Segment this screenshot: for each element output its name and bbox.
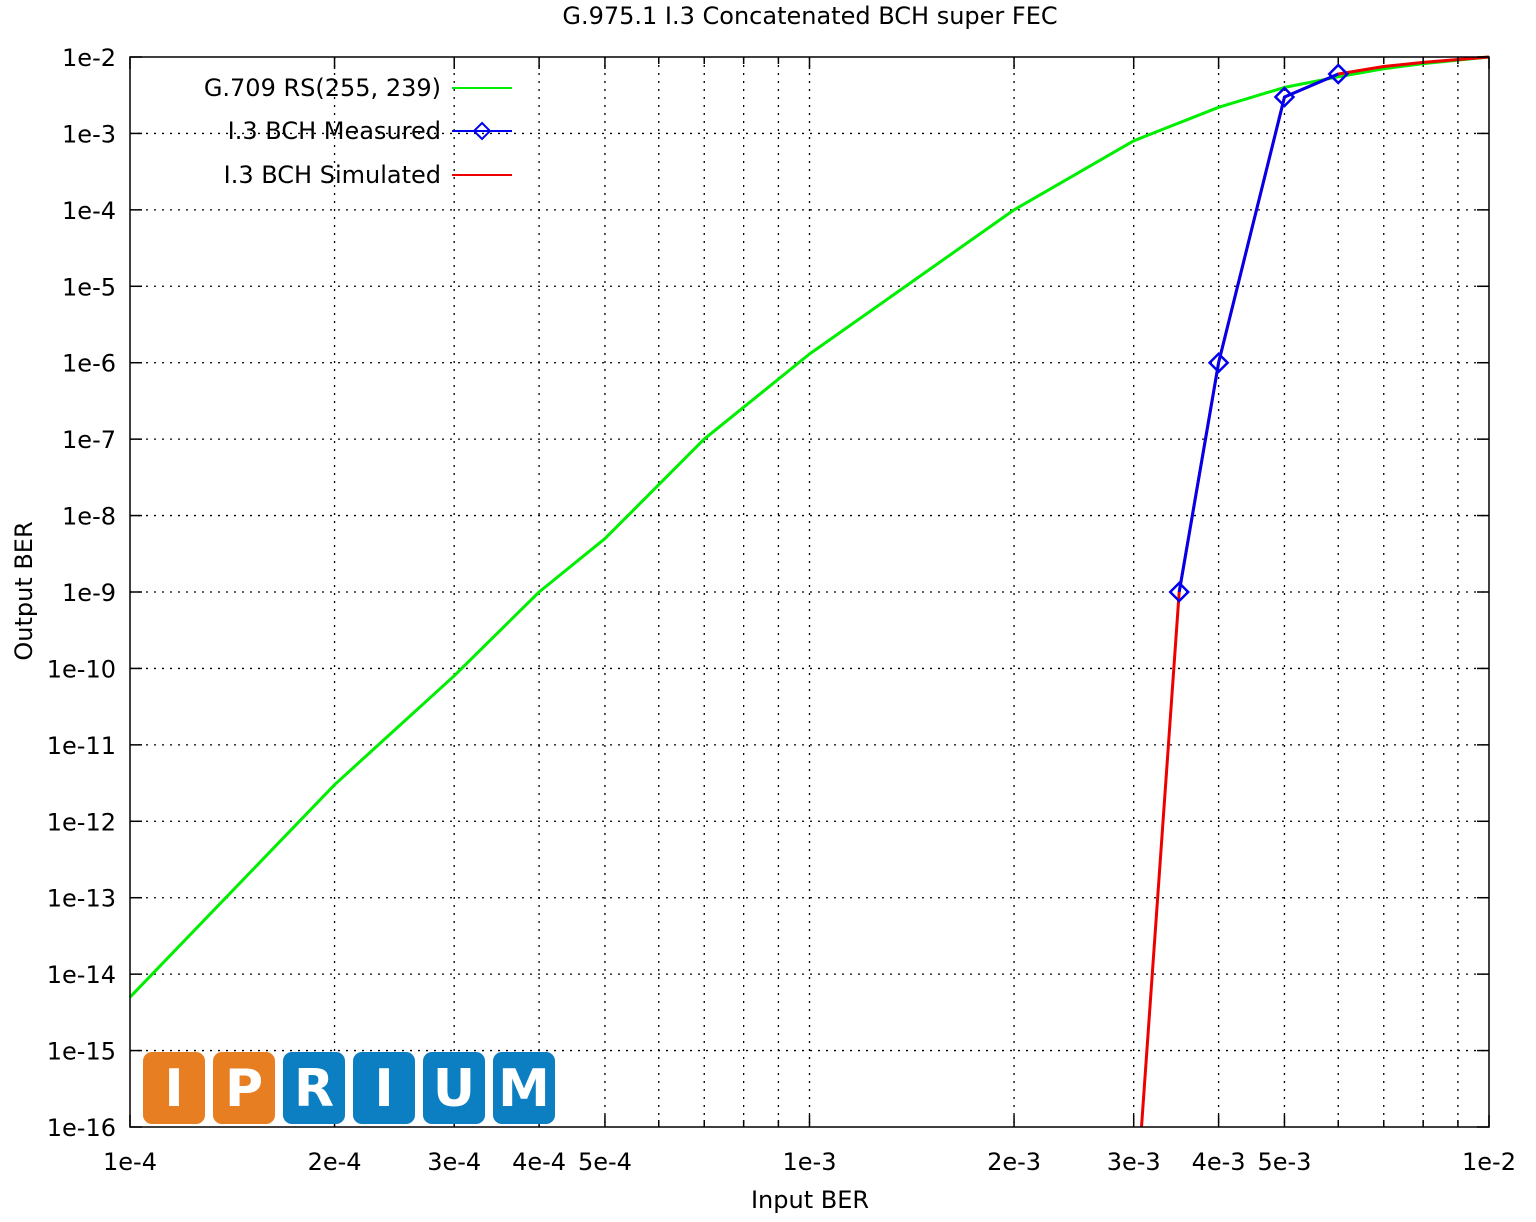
legend-marker <box>472 121 492 141</box>
x-tick-label: 1e-2 <box>1462 1148 1516 1176</box>
y-tick-label: 1e-13 <box>47 885 116 913</box>
logo-tile <box>493 1052 555 1124</box>
y-tick-label: 1e-8 <box>62 503 116 531</box>
x-tick-label: 3e-4 <box>427 1148 481 1176</box>
y-axis-label: Output BER <box>10 521 38 660</box>
y-tick-label: 1e-15 <box>47 1038 116 1066</box>
grid <box>130 57 1489 1127</box>
x-tick-label: 4e-3 <box>1192 1148 1246 1176</box>
y-tick-label: 1e-14 <box>47 961 116 989</box>
y-tick-label: 1e-12 <box>47 808 116 836</box>
chart-title: G.975.1 I.3 Concatenated BCH super FEC <box>562 2 1057 30</box>
x-tick-label: 1e-3 <box>783 1148 837 1176</box>
logo-tile <box>353 1052 415 1124</box>
legend-label: G.709 RS(255, 239) <box>204 74 441 102</box>
x-tick-label: 5e-4 <box>578 1148 632 1176</box>
y-tick-label: 1e-2 <box>62 44 116 72</box>
axis-ticks: 1e-4 2e-4 3e-4 4e-4 5e-4 1e-3 2e-3 3e-3 4e-3 5e-3… <box>47 44 1516 1176</box>
y-tick-label: 1e-10 <box>47 655 116 683</box>
logo-tile <box>423 1052 485 1124</box>
logo-letter: M <box>498 1059 550 1119</box>
data-point-marker <box>1168 581 1190 603</box>
x-tick-label: 4e-4 <box>512 1148 566 1176</box>
legend-label: I.3 BCH Simulated <box>224 161 441 189</box>
data-point-marker <box>1327 63 1350 85</box>
y-tick-label: 1e-7 <box>62 426 116 454</box>
logo-tile <box>213 1052 275 1124</box>
y-tick-label: 1e-3 <box>62 120 116 148</box>
x-tick-label: 1e-4 <box>103 1148 157 1176</box>
y-tick-label: 1e-4 <box>62 197 116 225</box>
x-tick-label: 5e-3 <box>1257 1148 1311 1176</box>
logo-letter: I <box>374 1059 393 1119</box>
x-axis-label: Input BER <box>751 1186 869 1214</box>
series-line <box>1177 72 1339 593</box>
y-tick-label: 1e-5 <box>62 273 116 301</box>
data-point-marker <box>1273 86 1296 108</box>
data-point-marker <box>1207 351 1230 374</box>
series-line <box>128 55 1490 999</box>
x-tick-label: 2e-4 <box>308 1148 362 1176</box>
logo-letter: R <box>294 1059 334 1119</box>
x-tick-label: 2e-3 <box>987 1148 1041 1176</box>
logo-tile <box>143 1052 205 1124</box>
legend-label: I.3 BCH Measured <box>228 117 441 145</box>
legend: G.709 RS(255, 239) I.3 BCH Measured I.3 BC… <box>204 74 512 189</box>
logo-letter: P <box>225 1059 263 1119</box>
logo-letter: I <box>164 1059 183 1119</box>
plot-area <box>128 55 1490 1128</box>
y-tick-label: 1e-16 <box>47 1114 116 1142</box>
x-tick-label: 3e-3 <box>1107 1148 1161 1176</box>
logo-letter: U <box>433 1059 475 1119</box>
y-tick-label: 1e-9 <box>62 579 116 607</box>
logo-tile <box>283 1052 345 1124</box>
y-tick-label: 1e-6 <box>62 350 116 378</box>
y-tick-label: 1e-11 <box>47 732 116 760</box>
